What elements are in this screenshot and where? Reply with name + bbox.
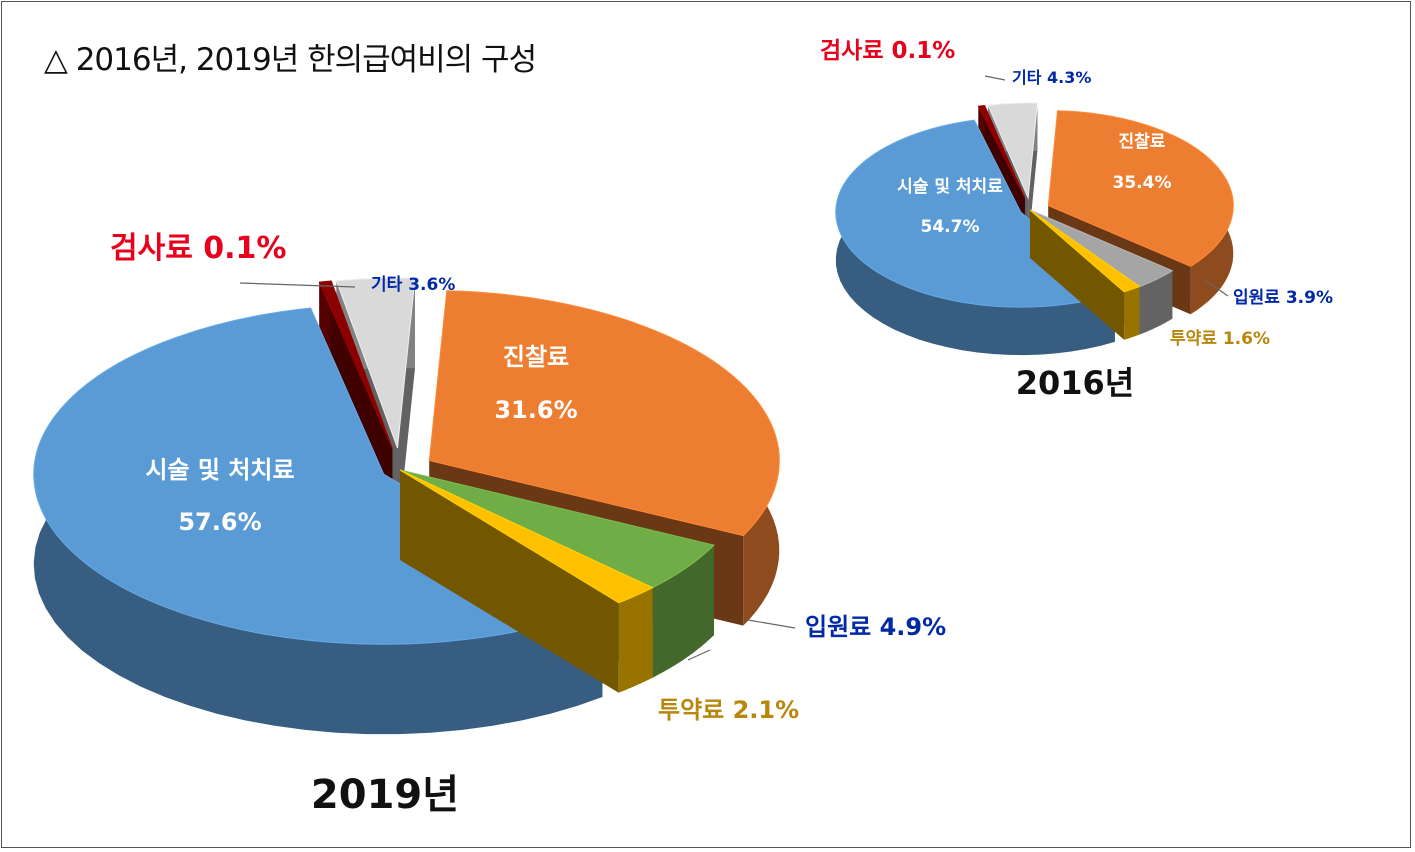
page-title: △ 2016년, 2019년 한의급여비의 구성 xyxy=(44,42,537,78)
slice-value-consult: 31.6% xyxy=(494,396,577,424)
slice-3-drug xyxy=(1029,209,1141,340)
slice-side xyxy=(618,587,653,693)
leader-line xyxy=(747,619,796,629)
slice-label-consult: 진찰료 xyxy=(1119,132,1166,152)
slice-value-treatment: 54.7% xyxy=(921,217,980,237)
slice-side xyxy=(1124,286,1140,340)
leader-line xyxy=(687,649,711,661)
slice-label-inpatient_2019: 입원료 4.9% xyxy=(805,613,946,641)
slice-label-other: 기타 3.6% xyxy=(371,275,455,295)
pie-2019: 진찰료 31.6% 입원료 4.9% 투약료 2.1% 시술 및 처치료 57.6% 검사료… xyxy=(33,231,946,818)
slice-side xyxy=(652,545,714,678)
slice-value-consult: 35.4% xyxy=(1113,173,1172,193)
slice-label-other: 기타 4.3% xyxy=(1012,68,1091,87)
slice-top xyxy=(987,102,1038,200)
chart-title-2019: 2019년 xyxy=(311,772,459,818)
slice-label-treatment: 시술 및 처치료 xyxy=(897,177,1003,197)
slice-top xyxy=(1047,110,1234,267)
slice-label-consult: 진찰료 xyxy=(503,343,569,371)
slice-label-drug: 투약료 1.6% xyxy=(1170,328,1270,349)
slice-top xyxy=(977,104,1026,199)
slice-side xyxy=(1139,270,1173,335)
slice-label-inpatient_2016: 입원료 3.9% xyxy=(1233,288,1333,308)
pie-2016: 진찰료 35.4% 입원료 3.9% 투약료 1.6% 시술 및 처치료 54.7% 검사료… xyxy=(820,38,1333,402)
slice-value-treatment: 57.6% xyxy=(178,508,261,536)
slice-3-drug xyxy=(399,469,654,693)
slice-label-exam: 검사료 0.1% xyxy=(110,231,286,266)
slice-top xyxy=(428,290,780,537)
slice-wall xyxy=(1030,210,1125,340)
slice-top xyxy=(1029,209,1141,293)
leader-line xyxy=(1204,279,1229,297)
slice-label-treatment: 시술 및 처치료 xyxy=(145,456,294,484)
slice-wall xyxy=(400,470,619,693)
slice-label-exam: 검사료 0.1% xyxy=(820,38,955,64)
slice-label-drug: 투약료 2.1% xyxy=(658,696,799,724)
slice-top xyxy=(318,280,393,449)
leader-line xyxy=(984,75,1006,81)
leader-line xyxy=(239,282,356,288)
slice-top xyxy=(399,469,654,604)
chart-title-2016: 2016년 xyxy=(1016,364,1135,402)
slice-top xyxy=(335,277,416,449)
